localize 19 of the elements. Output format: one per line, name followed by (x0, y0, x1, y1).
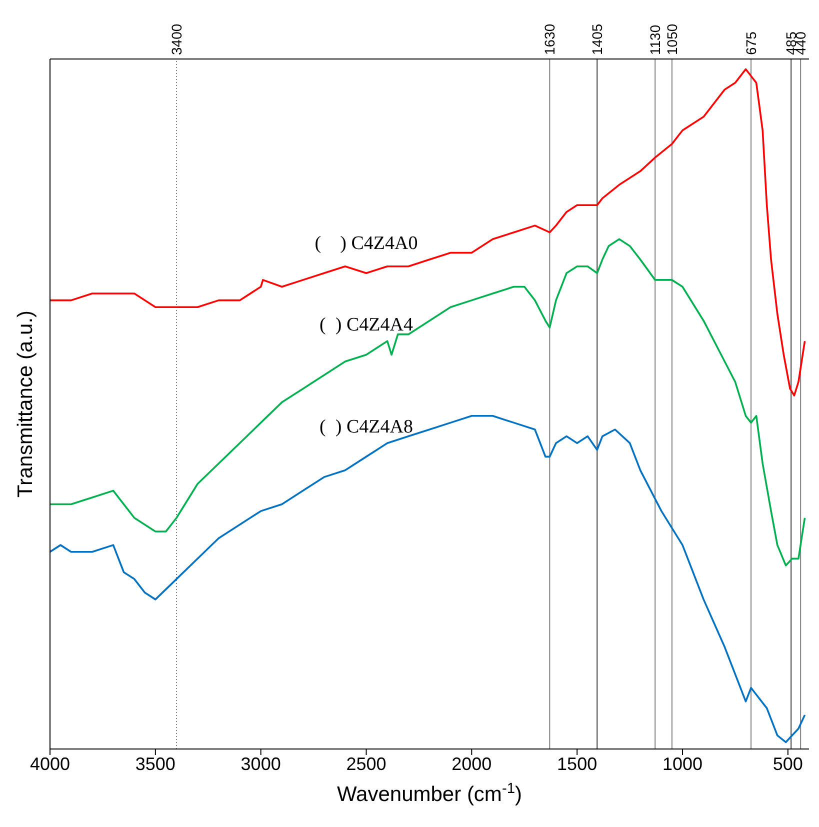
ref-line-label: 3400 (168, 24, 184, 55)
x-tick-label: 500 (772, 754, 803, 774)
series-label: ( ) C4Z4A4 (320, 314, 414, 336)
x-tick-label: 1500 (557, 754, 598, 774)
ref-line-label: 675 (743, 31, 760, 55)
ref-line-label: 1405 (589, 24, 606, 55)
x-tick-label: 1000 (662, 754, 703, 774)
x-tick-label: 2500 (346, 754, 386, 774)
x-tick-label: 2000 (452, 754, 492, 774)
x-tick-label: 4000 (30, 754, 70, 774)
y-axis-title: Transmittance (a.u.) (14, 310, 37, 498)
x-tick-label: 3000 (240, 754, 281, 774)
ref-line-label: 1630 (542, 24, 558, 55)
ref-line-label: 1050 (664, 24, 680, 55)
x-tick-label: 3500 (135, 754, 176, 774)
x-axis-title: Wavenumber (cm$^{-1}$) (337, 781, 522, 806)
series-label: ( ) C4Z4A0 (314, 233, 418, 254)
ref-line-label: 1130 (647, 24, 664, 55)
series-label: ( ) C4Z4A8 (320, 416, 413, 438)
